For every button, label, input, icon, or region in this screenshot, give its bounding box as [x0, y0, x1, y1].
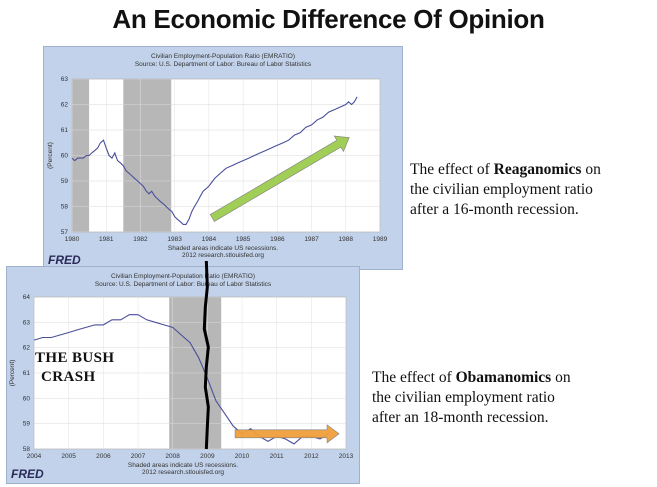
x-tick-label: 2006 [96, 453, 111, 460]
caption-bold-reaganomics: Reaganomics [493, 161, 582, 178]
caption-obama-line-3: after an 18-month recession. [372, 409, 549, 426]
x-tick-label: 2012 [304, 453, 319, 460]
footer-source: 2012 research.stlouisfed.org [142, 469, 224, 476]
footer-source: 2012 research.stlouisfed.org [182, 252, 264, 259]
x-tick-label: 1989 [373, 236, 388, 243]
y-tick-label: 59 [61, 178, 69, 185]
y-tick-label: 59 [23, 421, 31, 428]
caption-reagan-line-2: the civilian employment ratio [410, 181, 593, 198]
y-tick-label: 63 [23, 319, 31, 326]
chart-title: Civilian Employment-Population Ratio (EM… [151, 53, 295, 60]
chart-panel-obama: Civilian Employment-Population Ratio (EM… [6, 260, 360, 484]
x-tick-label: 2009 [200, 453, 215, 460]
growth-arrow-shape [209, 135, 350, 222]
x-tick-label: 2005 [61, 453, 76, 460]
y-tick-label: 61 [23, 370, 31, 377]
flat-arrow-shape [234, 424, 340, 444]
y-tick-label: 61 [61, 127, 69, 134]
x-tick-label: 2011 [270, 453, 284, 460]
caption-obama: The effect of Obamanomics on the civilia… [372, 368, 652, 428]
y-tick-label: 64 [23, 294, 31, 301]
caption-bold-obamanomics: Obamanomics [455, 369, 552, 386]
footer-note: Shaded areas indicate US recessions. [168, 245, 278, 252]
x-tick-label: 1985 [236, 236, 251, 243]
series-line [71, 96, 358, 225]
chart-panel-reagan: Civilian Employment-Population Ratio (EM… [43, 46, 403, 270]
y-tick-label: 58 [61, 204, 69, 211]
x-tick-label: 1984 [202, 236, 217, 243]
annotation-line-2: CRASH [41, 369, 96, 385]
x-tick-label: 2013 [339, 453, 354, 460]
x-tick-label: 1982 [133, 236, 148, 243]
y-tick-label: 60 [61, 153, 69, 160]
y-tick-label: 60 [23, 395, 31, 402]
fred-logo: FRED [48, 253, 81, 267]
chart-subtitle: Source: U.S. Department of Labor: Bureau… [135, 61, 312, 68]
y-axis-label: (Percent) [9, 360, 16, 387]
x-tick-label: 1981 [99, 236, 114, 243]
caption-prefix: The effect of [372, 369, 456, 386]
y-axis-label: (Percent) [47, 142, 54, 169]
x-tick-label: 1988 [339, 236, 354, 243]
y-tick-label: 63 [61, 76, 69, 83]
x-tick-label: 1980 [65, 236, 80, 243]
caption-reagan-line-1: The effect of Reaganomics on [410, 160, 655, 180]
crash-marker-line [202, 260, 210, 450]
headline: An Economic Difference Of Opinion [112, 4, 545, 34]
x-tick-label: 2004 [27, 453, 42, 460]
y-tick-label: 62 [23, 345, 31, 352]
annotation-line-1: THE BUSH [35, 350, 115, 366]
chart-subtitle: Source: U.S. Department of Labor: Bureau… [95, 281, 272, 288]
x-tick-label: 1987 [304, 236, 319, 243]
x-tick-label: 2008 [165, 453, 180, 460]
chart-title: Civilian Employment-Population Ratio (EM… [111, 273, 255, 280]
caption-reagan: The effect of Reaganomics on the civilia… [410, 160, 655, 220]
caption-prefix: The effect of [410, 161, 494, 178]
x-tick-label: 2010 [235, 453, 250, 460]
x-tick-label: 1986 [270, 236, 285, 243]
y-tick-label: 58 [23, 446, 31, 453]
x-tick-label: 2007 [131, 453, 146, 460]
caption-reagan-line-3: after a 16-month recession. [410, 201, 579, 218]
growth-arrow [209, 135, 350, 222]
bush-crash-annotation: THE BUSH CRASH [35, 349, 114, 387]
caption-suffix: on [551, 369, 571, 386]
caption-suffix: on [581, 161, 601, 178]
chart-1-svg: Civilian Employment-Population Ratio (EM… [47, 53, 388, 259]
footer-note: Shaded areas indicate US recessions. [128, 462, 238, 469]
flat-arrow [234, 424, 340, 444]
y-tick-label: 62 [61, 102, 69, 109]
chart-2-svg: Civilian Employment-Population Ratio (EM… [9, 260, 354, 476]
y-tick-label: 57 [61, 229, 69, 236]
x-tick-label: 1983 [167, 236, 182, 243]
caption-obama-line-1: The effect of Obamanomics on [372, 368, 652, 388]
caption-obama-line-2: the civilian employment ratio [372, 389, 555, 406]
fred-logo: FRED [11, 467, 44, 481]
